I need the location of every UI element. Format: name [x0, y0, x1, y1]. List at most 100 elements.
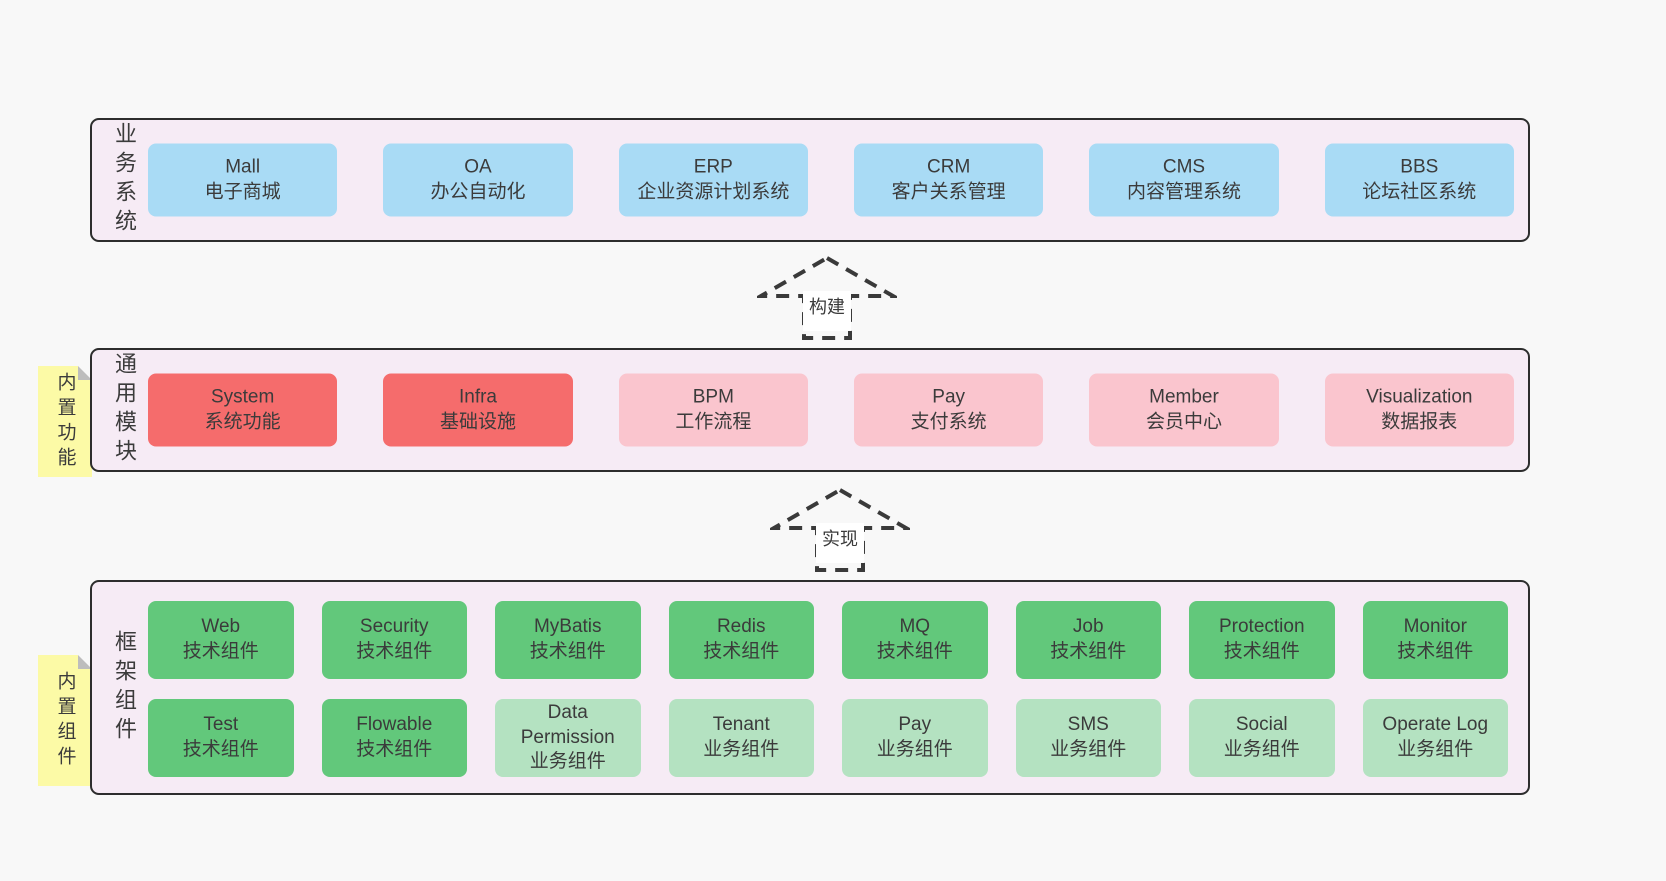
box-desc: 技术组件 [529, 641, 606, 662]
box-desc: 技术组件 [356, 641, 433, 662]
box-visualization: Visualization 数据报表 [1324, 373, 1514, 447]
box-mq: MQ 技术组件 [842, 601, 988, 679]
box-operate-log: Operate Log 业务组件 [1362, 699, 1508, 778]
box-system: System 系统功能 [148, 373, 338, 447]
box-job: Job 技术组件 [1015, 601, 1161, 679]
implement-arrow-label: 实现 [816, 523, 864, 563]
box-desc: 技术组件 [1050, 641, 1127, 662]
box-desc: 技术组件 [703, 641, 780, 662]
box-data-permission: Data Permission 业务组件 [495, 699, 641, 778]
box-test: Test 技术组件 [148, 699, 294, 778]
box-title: Social [1235, 714, 1288, 736]
box-tenant: Tenant 业务组件 [668, 699, 814, 778]
box-title: Data Permission [520, 702, 615, 748]
box-title: Flowable [356, 714, 433, 736]
box-title: SMS [1067, 714, 1109, 736]
box-desc: 工作流程 [675, 411, 752, 432]
dashed-up-arrow-icon [770, 487, 910, 572]
box-title: Test [203, 714, 239, 736]
box-title: Protection [1218, 616, 1305, 638]
box-title: Security [359, 616, 429, 638]
box-title: MQ [899, 616, 931, 638]
box-desc: 会员中心 [1145, 411, 1222, 432]
box-pay-module: Pay 支付系统 [853, 373, 1044, 447]
box-desc: 技术组件 [182, 739, 259, 761]
box-title: Visualization [1366, 386, 1473, 408]
box-cms: CMS 内容管理系统 [1089, 143, 1279, 217]
builtin-components-sticky-label: 内置组件 [54, 670, 76, 771]
box-title: Pay [898, 714, 932, 736]
box-mall: Mall 电子商城 [148, 143, 338, 217]
framework-components-label: 框架组件 [112, 629, 137, 746]
box-title: Member [1149, 386, 1219, 408]
box-flowable: Flowable 技术组件 [321, 699, 467, 778]
box-title: System [210, 386, 275, 408]
builtin-features-sticky-note: 内置功能 [38, 366, 92, 477]
box-infra: Infra 基础设施 [383, 373, 573, 447]
box-desc: 数据报表 [1381, 411, 1458, 432]
box-social: Social 业务组件 [1189, 699, 1335, 778]
box-title: Infra [458, 386, 497, 408]
box-monitor: Monitor 技术组件 [1362, 601, 1508, 679]
framework-components-panel: 框架组件 Web 技术组件 Security 技术组件 MyBatis 技术组件… [90, 580, 1530, 795]
box-pay-component: Pay 业务组件 [842, 699, 988, 778]
builtin-components-sticky-note: 内置组件 [38, 655, 92, 786]
box-desc: 办公自动化 [430, 181, 526, 202]
box-member: Member 会员中心 [1089, 373, 1279, 447]
box-title: Pay [932, 386, 966, 408]
business-systems-label: 业务系统 [112, 122, 137, 238]
box-desc: 技术组件 [876, 641, 953, 662]
box-desc: 业务组件 [703, 739, 780, 761]
box-erp: ERP 企业资源计划系统 [618, 143, 808, 217]
box-title: Mall [225, 156, 261, 178]
box-title: ERP [693, 156, 733, 178]
build-arrow-label: 构建 [803, 291, 851, 331]
box-title: CMS [1162, 156, 1206, 178]
box-desc: 基础设施 [439, 411, 516, 432]
box-bbs: BBS 论坛社区系统 [1324, 143, 1514, 217]
box-title: Operate Log [1382, 714, 1489, 736]
box-title: Redis [716, 616, 766, 638]
box-desc: 业务组件 [1223, 739, 1300, 761]
box-desc: 业务组件 [876, 739, 953, 761]
box-oa: OA 办公自动化 [383, 143, 573, 217]
box-desc: 技术组件 [182, 641, 259, 662]
box-protection: Protection 技术组件 [1189, 601, 1335, 679]
box-desc: 业务组件 [529, 751, 606, 773]
common-modules-panel: 通用模块 System 系统功能 Infra 基础设施 BPM 工作流程 Pay… [90, 348, 1530, 472]
box-desc: 技术组件 [1397, 641, 1474, 662]
box-desc: 技术组件 [356, 739, 433, 761]
box-desc: 论坛社区系统 [1362, 181, 1477, 202]
box-desc: 内容管理系统 [1126, 181, 1241, 202]
box-title: MyBatis [533, 616, 602, 638]
box-web: Web 技术组件 [148, 601, 294, 679]
box-desc: 企业资源计划系统 [637, 181, 790, 202]
box-desc: 客户关系管理 [891, 181, 1006, 202]
box-desc: 系统功能 [204, 411, 281, 432]
box-bpm: BPM 工作流程 [618, 373, 808, 447]
common-modules-label: 通用模块 [112, 352, 137, 468]
box-title: Job [1072, 616, 1104, 638]
box-desc: 业务组件 [1050, 739, 1127, 761]
common-modules-row: System 系统功能 Infra 基础设施 BPM 工作流程 Pay 支付系统… [148, 373, 1514, 447]
box-mybatis: MyBatis 技术组件 [495, 601, 641, 679]
build-arrow: 构建 [757, 255, 897, 341]
business-systems-panel: 业务系统 Mall 电子商城 OA 办公自动化 ERP 企业资源计划系统 CRM… [90, 118, 1530, 242]
box-desc: 技术组件 [1223, 641, 1300, 662]
box-title: OA [464, 156, 492, 178]
dashed-up-arrow-icon [757, 255, 897, 340]
box-title: BBS [1400, 156, 1439, 178]
box-title: CRM [927, 156, 971, 178]
implement-arrow: 实现 [770, 487, 910, 573]
box-title: Monitor [1403, 616, 1467, 638]
box-title: Web [201, 616, 241, 638]
box-redis: Redis 技术组件 [668, 601, 814, 679]
box-desc: 支付系统 [910, 411, 987, 432]
box-desc: 业务组件 [1397, 739, 1474, 761]
box-sms: SMS 业务组件 [1015, 699, 1161, 778]
box-crm: CRM 客户关系管理 [853, 143, 1044, 217]
box-desc: 电子商城 [204, 181, 281, 202]
builtin-features-sticky-label: 内置功能 [54, 371, 76, 472]
box-title: Tenant [712, 714, 770, 736]
box-title: BPM [692, 386, 734, 408]
